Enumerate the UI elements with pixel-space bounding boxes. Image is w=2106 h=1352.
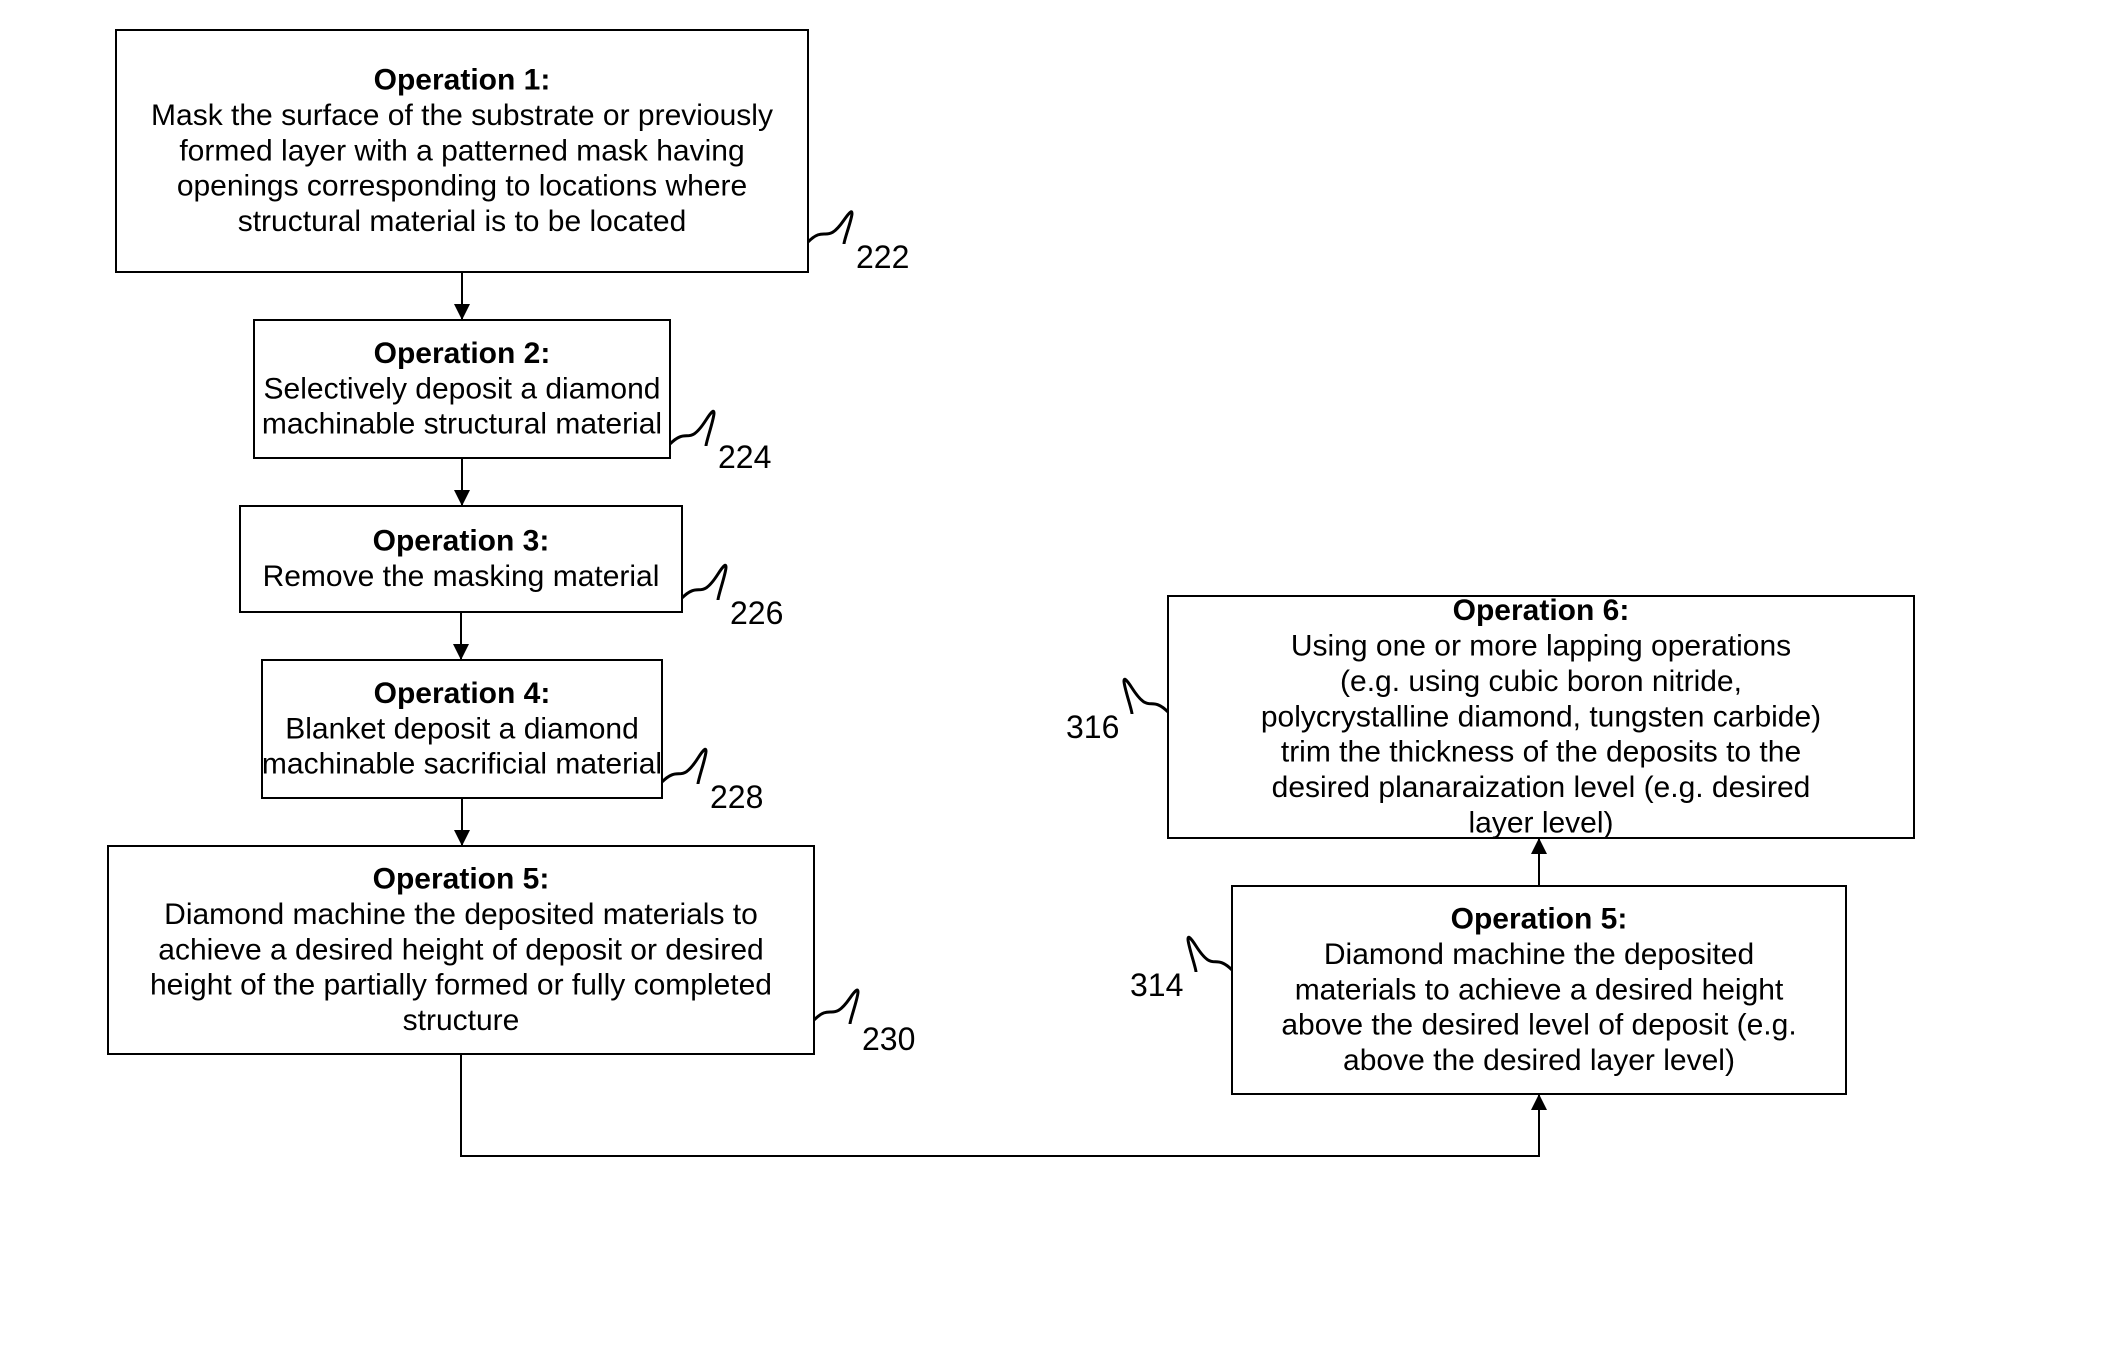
flow-box-op6: Operation 6:Using one or more lapping op… [1066, 594, 1914, 839]
box-title: Operation 6: [1453, 594, 1630, 627]
box-line: Blanket deposit a diamond [285, 712, 639, 745]
box-line: above the desired level of deposit (e.g. [1281, 1009, 1796, 1042]
box-line: structure [403, 1004, 520, 1037]
callout-op3 [682, 565, 726, 600]
box-line: formed layer with a patterned mask havin… [179, 134, 744, 167]
box-text-op6: Operation 6:Using one or more lapping op… [1261, 594, 1821, 839]
box-line: Mask the surface of the substrate or pre… [151, 99, 773, 132]
box-line: Using one or more lapping operations [1291, 630, 1791, 663]
callout-op2 [670, 411, 714, 446]
flow-box-op5R: Operation 5:Diamond machine the deposite… [1130, 886, 1846, 1094]
box-title: Operation 4: [374, 677, 551, 710]
ref-label-314: 314 [1130, 967, 1183, 1003]
callout-op6 [1124, 679, 1168, 714]
box-line: (e.g. using cubic boron nitride, [1340, 665, 1742, 698]
flow-box-op3: Operation 3:Remove the masking material 2… [240, 506, 783, 631]
box-line: structural material is to be located [238, 205, 687, 238]
box-line: layer level) [1468, 807, 1613, 840]
ref-label-228: 228 [710, 779, 763, 815]
box-line: machinable structural material [262, 408, 662, 441]
box-line: Remove the masking material [263, 560, 660, 593]
ref-label-316: 316 [1066, 709, 1119, 745]
box-line: Diamond machine the deposited materials … [164, 898, 758, 931]
box-line: height of the partially formed or fully … [150, 969, 772, 1002]
callout-op1 [808, 212, 852, 244]
box-title: Operation 5: [373, 863, 550, 896]
flow-box-op5L: Operation 5:Diamond machine the deposite… [108, 846, 915, 1057]
flow-box-op1: Operation 1:Mask the surface of the subs… [116, 30, 909, 275]
box-line: machinable sacrificial material [262, 748, 662, 781]
ref-label-226: 226 [730, 595, 783, 631]
ref-label-222: 222 [856, 239, 909, 275]
box-line: achieve a desired height of deposit or d… [158, 933, 763, 966]
box-title: Operation 3: [373, 525, 550, 558]
box-title: Operation 1: [374, 64, 551, 97]
box-line: Diamond machine the deposited [1324, 938, 1754, 971]
ref-label-224: 224 [718, 439, 771, 475]
box-title: Operation 5: [1451, 903, 1628, 936]
box-line: Selectively deposit a diamond [264, 372, 661, 405]
box-line: above the desired layer level) [1343, 1044, 1735, 1077]
flow-box-op2: Operation 2:Selectively deposit a diamon… [254, 320, 771, 475]
box-line: materials to achieve a desired height [1295, 973, 1784, 1006]
flow-box-op4: Operation 4:Blanket deposit a diamondmac… [262, 660, 763, 815]
ref-label-230: 230 [862, 1021, 915, 1057]
callout-op4 [662, 749, 706, 784]
callout-op5L [814, 990, 858, 1024]
callout-op5R [1188, 937, 1232, 972]
box-title: Operation 2: [374, 337, 551, 370]
box-line: desired planaraization level (e.g. desir… [1272, 771, 1811, 804]
flowchart: Operation 1:Mask the surface of the subs… [0, 0, 2106, 1352]
box-line: trim the thickness of the deposits to th… [1281, 736, 1801, 769]
box-line: openings corresponding to locations wher… [177, 170, 747, 203]
box-line: polycrystalline diamond, tungsten carbid… [1261, 700, 1821, 733]
